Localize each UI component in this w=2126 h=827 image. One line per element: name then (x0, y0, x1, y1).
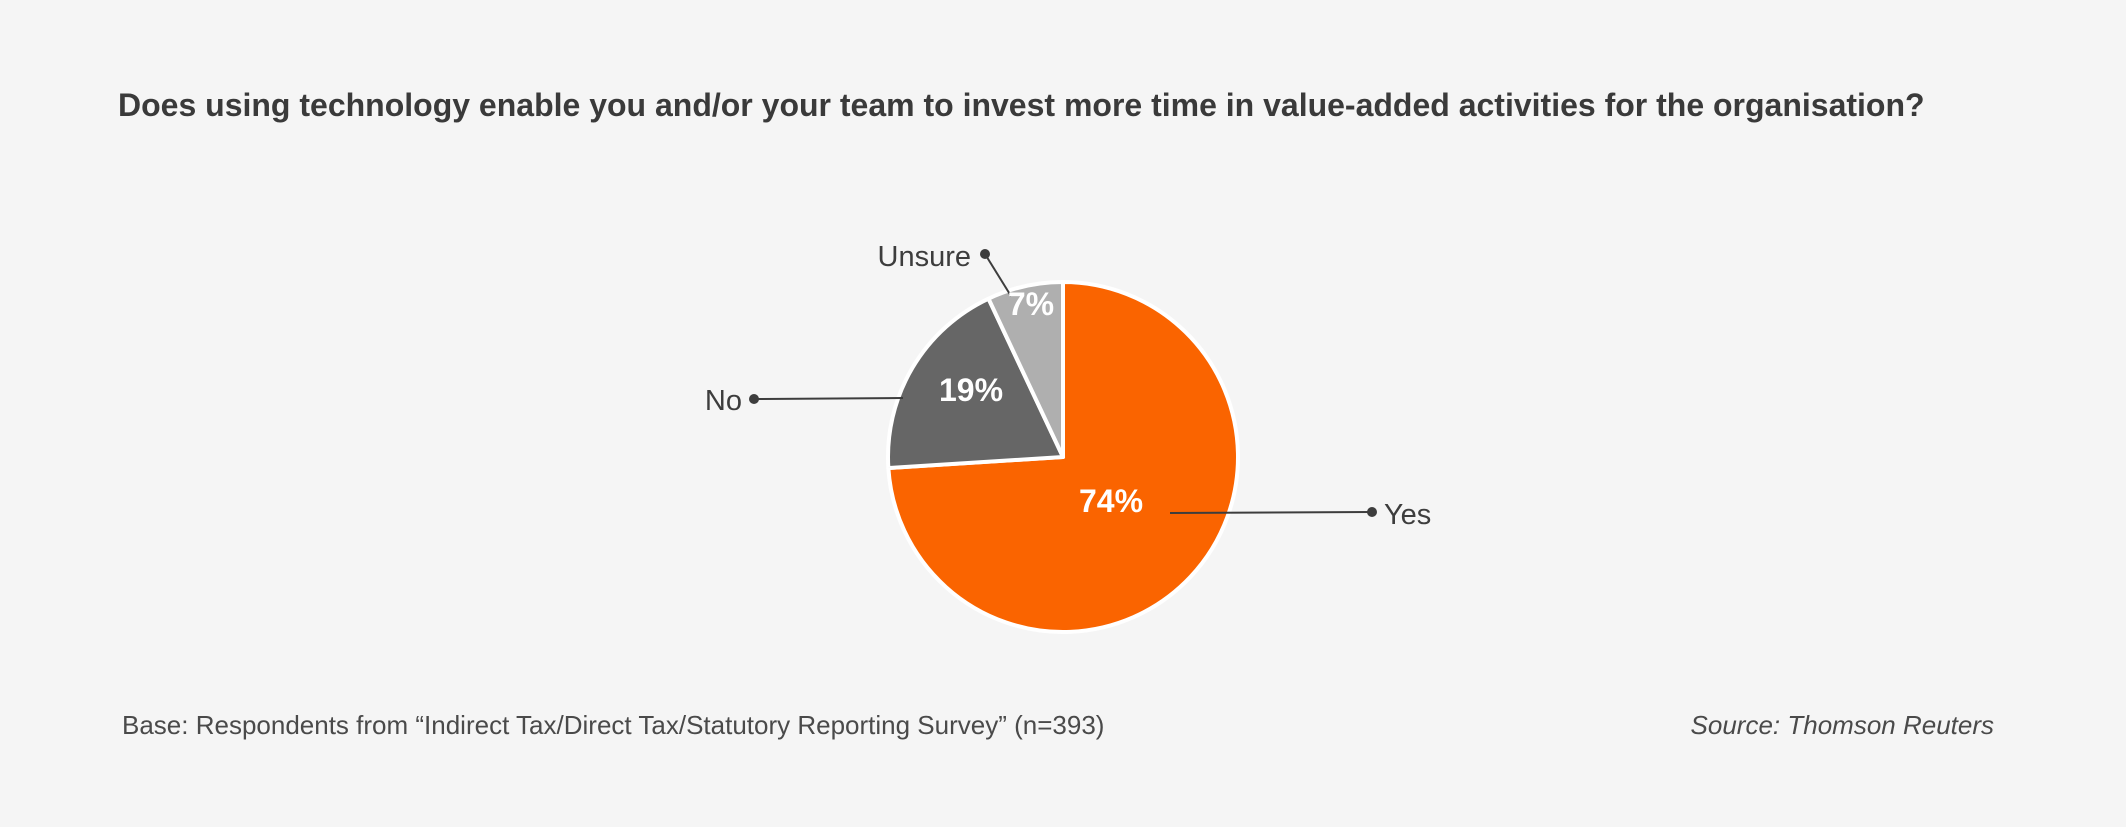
base-footnote: Base: Respondents from “Indirect Tax/Dir… (122, 710, 1105, 740)
leader-line-no (753, 397, 904, 400)
category-label-no: No (705, 385, 742, 417)
value-label-yes: 74% (1079, 483, 1143, 519)
leader-dot-yes (1367, 507, 1377, 517)
value-label-unsure: 7% (1008, 286, 1054, 322)
leader-dot-no (749, 394, 759, 404)
value-label-no: 19% (939, 372, 1003, 408)
leader-dot-unsure (980, 249, 990, 259)
chart-title: Does using technology enable you and/or … (118, 87, 1925, 123)
category-label-unsure: Unsure (878, 241, 972, 273)
category-label-yes: Yes (1384, 499, 1431, 531)
source-note: Source: Thomson Reuters (1690, 710, 1994, 740)
leader-line-unsure (984, 253, 1012, 297)
pie-slice-no (886, 296, 1065, 470)
leader-line-yes (1169, 511, 1373, 514)
pie-slice-unsure (986, 280, 1065, 459)
